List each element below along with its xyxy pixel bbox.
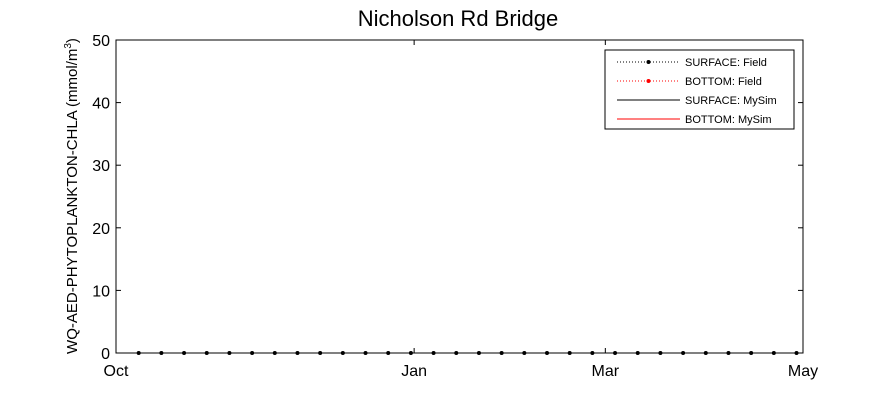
legend-items: SURFACE: Field BOTTOM: Field SURFACE: MySi… [617, 57, 777, 126]
x-tick-label: Mar [592, 363, 620, 380]
data-point [295, 351, 300, 355]
data-point [408, 351, 413, 355]
data-point [522, 351, 527, 355]
data-point [567, 351, 572, 355]
legend-label: BOTTOM: MySim [685, 114, 772, 126]
y-axis-label-text: WQ-AED-PHYTOPLANKTON-CHLA (mmol/m [64, 49, 81, 354]
y-axis-label: WQ-AED-PHYTOPLANKTON-CHLA (mmol/m3) [63, 38, 81, 354]
data-point [318, 351, 323, 355]
data-point [476, 351, 481, 355]
data-point [726, 351, 731, 355]
data-point [794, 351, 799, 355]
legend-label: SURFACE: MySim [685, 95, 777, 107]
data-point [454, 351, 459, 355]
x-tick-label: Oct [104, 363, 129, 380]
legend-label: BOTTOM: Field [685, 76, 762, 88]
data-point [431, 351, 436, 355]
data-point [681, 351, 686, 355]
data-point [182, 351, 187, 355]
y-axis-label-close: ) [64, 38, 81, 43]
data-point [590, 351, 595, 355]
data-point [159, 351, 164, 355]
data-point [658, 351, 663, 355]
data-point [386, 351, 391, 355]
data-point [499, 351, 504, 355]
data-point [136, 351, 141, 355]
legend-marker [646, 60, 651, 64]
x-axis: Oct Jan Mar May [104, 40, 818, 380]
data-point [363, 351, 368, 355]
y-tick-label: 10 [92, 283, 110, 300]
chart-title: Nicholson Rd Bridge [358, 6, 559, 31]
data-point [613, 351, 618, 355]
y-tick-label: 50 [92, 33, 110, 50]
y-tick-label: 20 [92, 221, 110, 238]
legend-box [604, 49, 795, 130]
data-point [340, 351, 345, 355]
data-point [250, 351, 255, 355]
data-point [703, 351, 708, 355]
data-point [771, 351, 776, 355]
legend: SURFACE: Field BOTTOM: Field SURFACE: MySi… [604, 49, 795, 130]
x-tick-label: Jan [401, 363, 427, 380]
data-point [544, 351, 549, 355]
data-point [635, 351, 640, 355]
data-point [749, 351, 754, 355]
legend-marker [646, 79, 651, 83]
y-axis-label-superscript: 3 [63, 43, 74, 49]
series-layer [136, 351, 799, 355]
data-point [204, 351, 209, 355]
y-tick-label: 0 [101, 346, 110, 363]
data-point [227, 351, 232, 355]
legend-label: SURFACE: Field [685, 57, 767, 69]
y-tick-label: 40 [92, 96, 110, 113]
data-point [272, 351, 277, 355]
y-tick-label: 30 [92, 158, 110, 175]
x-tick-label: May [788, 363, 818, 380]
y-axis: 0 10 20 30 40 50 [92, 33, 803, 363]
